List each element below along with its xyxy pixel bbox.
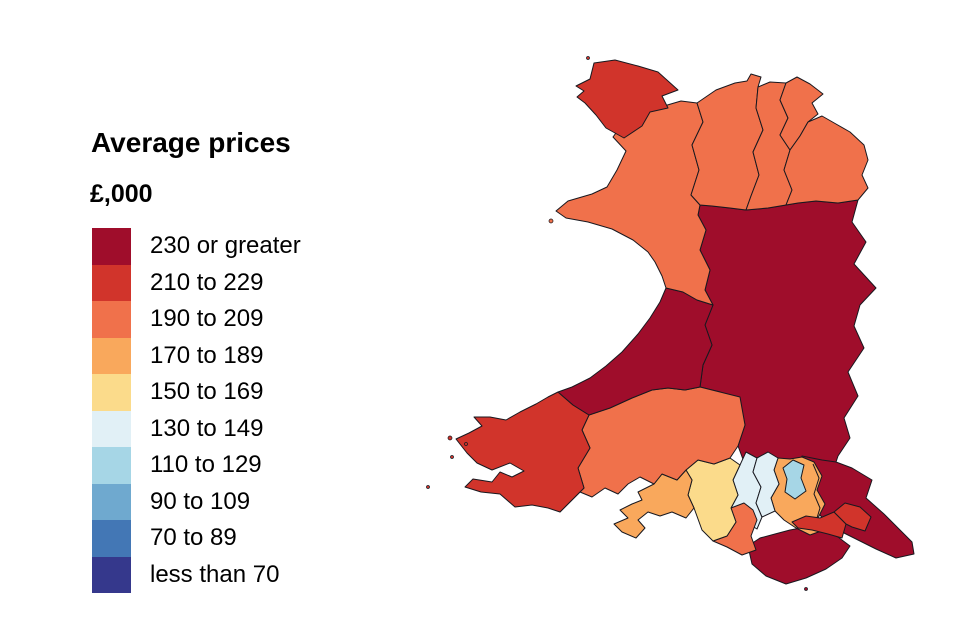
legend-label: 170 to 189 [150,341,264,369]
legend-swatch [92,447,131,484]
islet [464,442,468,446]
region-cardiff [791,511,847,539]
region-merthyr-tydfil [752,451,780,518]
legend-row: 70 to 89 [92,520,301,557]
islet [426,485,430,489]
islet [804,587,808,591]
legend-label: 90 to 109 [150,487,251,515]
legend-row: 210 to 229 [92,264,301,301]
legend-label: 210 to 229 [150,268,264,296]
region-vale-of-glamorgan [747,526,851,585]
legend-label: less than 70 [150,560,280,588]
torfaen-boundary-line [812,463,821,519]
legend-swatch [92,301,131,338]
legend-label: 70 to 89 [150,524,237,552]
legend-label: 190 to 209 [150,305,264,333]
legend-unit-label: £,000 [90,180,153,208]
islet [586,56,590,60]
region-wrexham [783,115,869,206]
legend-swatch [92,374,131,411]
legend-label: 150 to 169 [150,378,264,406]
legend-row: 90 to 109 [92,483,301,520]
region-swansea [613,469,695,539]
legend-row: 130 to 149 [92,410,301,447]
islet [447,435,453,441]
legend-swatch [92,337,131,374]
region-anglesey [575,59,679,139]
region-ceredigion [557,287,714,416]
legend-row: less than 70 [92,556,301,593]
legend-swatch [92,520,131,557]
islet [548,218,554,224]
legend-swatch [92,483,131,520]
legend-swatch [92,228,131,265]
region-conwy [690,73,764,211]
legend-row: 110 to 129 [92,447,301,484]
legend-swatch [92,556,131,593]
legend-swatch [92,410,131,447]
region-neath-port-talbot [685,457,741,542]
legend-label: 110 to 129 [150,451,262,479]
legend-swatch [92,264,131,301]
legend-label: 230 or greater [150,232,301,260]
legend-row: 190 to 209 [92,301,301,338]
islet [450,455,454,459]
region-pembrokeshire [455,391,591,513]
legend-row: 230 or greater [92,228,301,265]
region-newport [833,502,872,532]
region-blaenau-gwent [782,459,807,500]
legend-items: 230 or greater 210 to 229 190 to 209 170 to… [92,228,301,593]
legend-row: 170 to 189 [92,337,301,374]
legend-title: Average prices [91,127,291,158]
legend-label: 130 to 149 [150,414,264,442]
legend-row: 150 to 169 [92,374,301,411]
